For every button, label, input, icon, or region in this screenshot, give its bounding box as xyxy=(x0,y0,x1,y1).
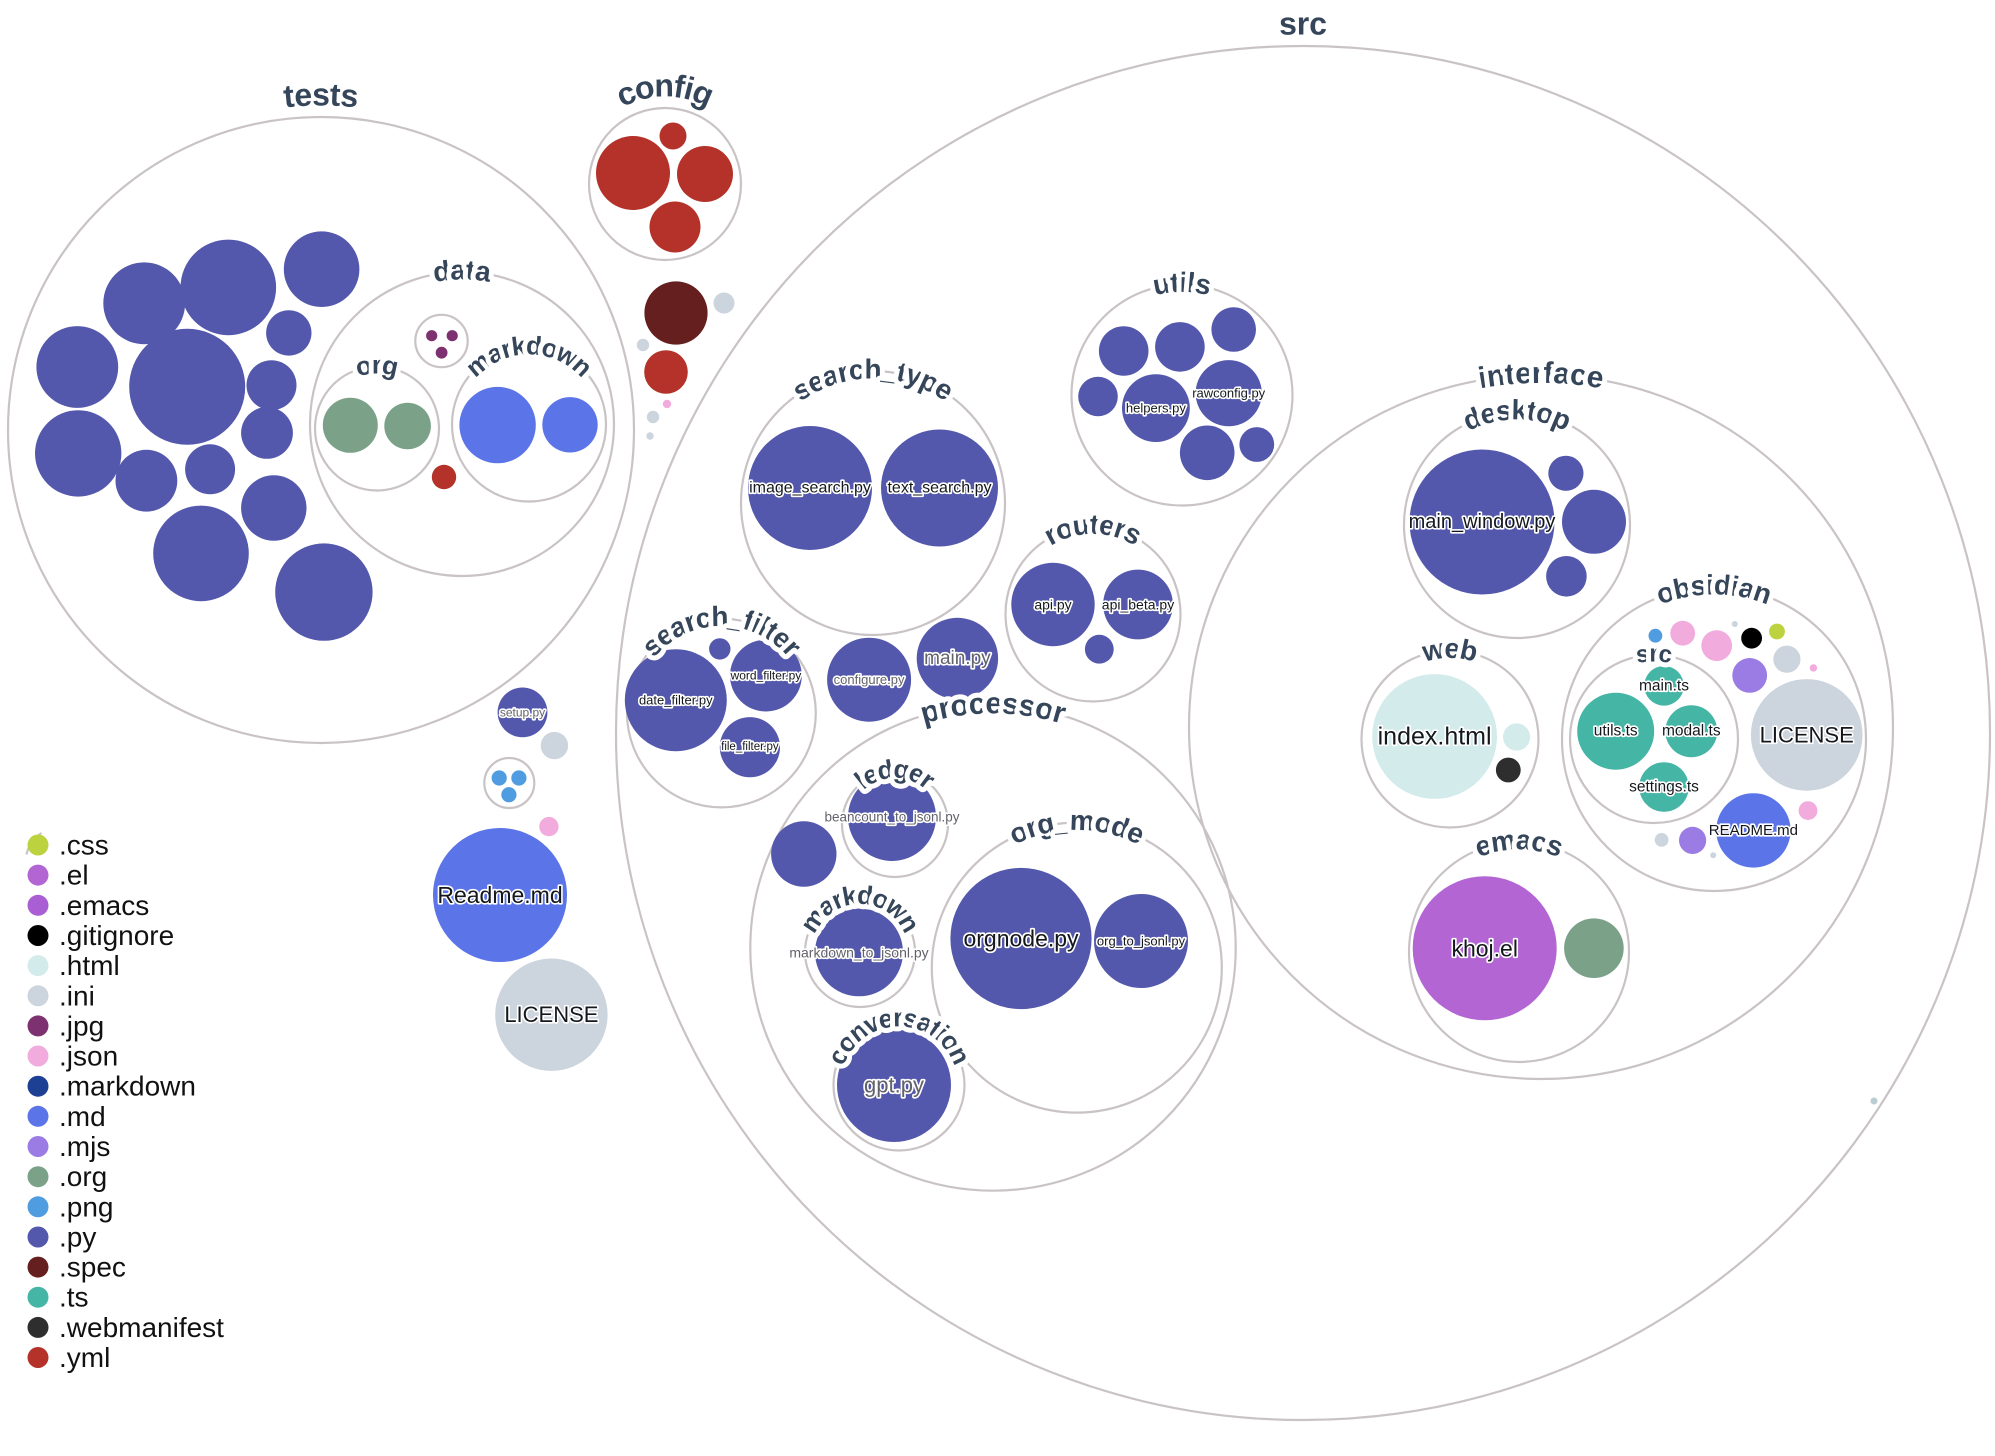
svg-text:LICENSE: LICENSE xyxy=(1760,722,1854,747)
svg-text:.org: .org xyxy=(59,1161,107,1192)
svg-text:utils: utils xyxy=(1150,267,1214,301)
svg-text:text_search.py: text_search.py xyxy=(887,480,991,497)
svg-text:tests: tests xyxy=(282,76,360,114)
svg-text:main.ts: main.ts xyxy=(1639,677,1689,694)
svg-text:rawconfig.py: rawconfig.py xyxy=(1192,386,1265,401)
svg-text:api.py: api.py xyxy=(1034,597,1071,613)
svg-text:utils.ts: utils.ts xyxy=(1594,723,1638,740)
svg-text:org: org xyxy=(353,349,401,382)
svg-text:README.md: README.md xyxy=(1709,822,1798,839)
svg-text:configure.py: configure.py xyxy=(834,672,905,687)
svg-text:file_filter.py: file_filter.py xyxy=(721,741,779,753)
svg-text:orgnode.py: orgnode.py xyxy=(963,926,1079,952)
svg-text:main.py: main.py xyxy=(924,648,991,669)
svg-text:src: src xyxy=(1634,640,1674,669)
svg-text:date_filter.py: date_filter.py xyxy=(639,693,713,708)
svg-text:.ts: .ts xyxy=(59,1282,89,1313)
svg-text:web: web xyxy=(1419,633,1481,668)
svg-text:.gitignore: .gitignore xyxy=(59,920,174,951)
svg-text:.spec: .spec xyxy=(59,1252,126,1283)
svg-text:image_search.py: image_search.py xyxy=(749,480,871,497)
svg-text:.png: .png xyxy=(59,1191,114,1222)
svg-text:word_filter.py: word_filter.py xyxy=(730,669,802,683)
svg-text:settings.ts: settings.ts xyxy=(1629,779,1699,796)
svg-text:org_to_jsonl.py: org_to_jsonl.py xyxy=(1097,934,1186,949)
svg-text:setup.py: setup.py xyxy=(500,705,545,719)
svg-text:LICENSE: LICENSE xyxy=(504,1002,598,1027)
svg-text:.yml: .yml xyxy=(59,1342,110,1373)
svg-text:.el: .el xyxy=(59,860,89,891)
svg-text:.css: .css xyxy=(59,830,109,861)
svg-text:markdown_to_jsonl.py: markdown_to_jsonl.py xyxy=(789,944,928,960)
svg-text:.emacs: .emacs xyxy=(59,890,149,921)
svg-text:.py: .py xyxy=(59,1222,96,1253)
svg-text:api_beta.py: api_beta.py xyxy=(1102,597,1174,613)
svg-text:data: data xyxy=(431,254,493,288)
svg-text:Readme.md: Readme.md xyxy=(437,882,562,908)
svg-text:main_window.py: main_window.py xyxy=(1409,511,1556,533)
svg-text:khoj.el: khoj.el xyxy=(1451,935,1517,961)
svg-text:.json: .json xyxy=(59,1041,118,1072)
svg-text:index.html: index.html xyxy=(1378,723,1492,751)
svg-text:.webmanifest: .webmanifest xyxy=(59,1312,224,1343)
svg-text:beancount_to_jsonl.py: beancount_to_jsonl.py xyxy=(824,810,959,825)
svg-text:.md: .md xyxy=(59,1101,106,1132)
svg-text:helpers.py: helpers.py xyxy=(1126,401,1186,416)
svg-text:gpt.py: gpt.py xyxy=(864,1073,924,1098)
svg-text:.ini: .ini xyxy=(59,980,95,1011)
svg-text:src: src xyxy=(1279,5,1328,41)
svg-text:modal.ts: modal.ts xyxy=(1662,723,1721,740)
svg-text:.mjs: .mjs xyxy=(59,1131,110,1162)
svg-text:.markdown: .markdown xyxy=(59,1071,196,1102)
svg-text:.jpg: .jpg xyxy=(59,1010,104,1041)
svg-text:.html: .html xyxy=(59,950,120,981)
svg-text:interface: interface xyxy=(1476,357,1606,395)
